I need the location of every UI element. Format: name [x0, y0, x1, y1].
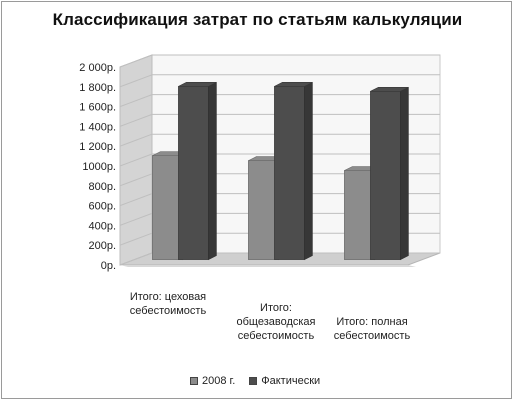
- y-tick-label: 1 600р.: [79, 102, 116, 114]
- bar-top: [178, 82, 217, 87]
- gridline-side: [119, 133, 153, 147]
- y-tick-label: 1 800р.: [79, 82, 116, 94]
- y-tick-label: 0р.: [101, 260, 116, 272]
- chart-legend: 2008 г. Фактически: [190, 375, 334, 387]
- bar-front: [344, 170, 375, 260]
- gridline-side: [119, 153, 153, 167]
- gridline-side: [119, 54, 153, 68]
- bar-side: [400, 86, 409, 261]
- x-category-label: Итого: полная себестоимость: [334, 316, 411, 342]
- gridline-side: [119, 193, 153, 207]
- bar-front: [370, 91, 401, 260]
- legend-label-2008: 2008 г.: [202, 375, 236, 387]
- y-tick-label: 1 200р.: [79, 141, 116, 153]
- bar-side: [208, 81, 217, 261]
- y-tick-label: 2 000р.: [79, 62, 116, 74]
- gridline-side: [119, 113, 153, 127]
- y-tick-label: 200р.: [88, 240, 116, 252]
- y-tick-label: 800р.: [88, 181, 116, 193]
- bar-front: [152, 155, 183, 260]
- x-category-label: Итого: общезаводская себестоимость: [236, 302, 315, 342]
- bar-top: [274, 82, 313, 87]
- gridline-side: [119, 74, 153, 88]
- bar-front: [178, 86, 209, 260]
- bar-side: [304, 81, 313, 261]
- legend-item-actual: Фактически: [249, 375, 320, 387]
- legend-item-2008: 2008 г.: [190, 375, 235, 387]
- gridline-side: [119, 94, 153, 108]
- gridline-side: [119, 212, 153, 226]
- y-tick-label: 600р.: [88, 201, 116, 213]
- x-category-label: Итого: цеховая себестоимость: [130, 291, 207, 317]
- bar-front: [248, 160, 279, 260]
- bar-front: [274, 86, 305, 260]
- y-tick-label: 400р.: [88, 220, 116, 232]
- legend-swatch-2008: [190, 377, 198, 385]
- legend-label-actual: Фактически: [261, 375, 321, 387]
- chart-title: Классификация затрат по статьям калькуля…: [52, 10, 463, 29]
- gridline-side: [119, 252, 153, 266]
- legend-swatch-actual: [249, 377, 258, 385]
- gridline-side: [119, 232, 153, 246]
- y-tick-label: 1 400р.: [79, 121, 116, 133]
- gridline-side: [119, 173, 153, 187]
- floor-edge: [120, 265, 416, 267]
- y-tick-label: 1000р.: [82, 161, 116, 173]
- bar-top: [370, 87, 409, 92]
